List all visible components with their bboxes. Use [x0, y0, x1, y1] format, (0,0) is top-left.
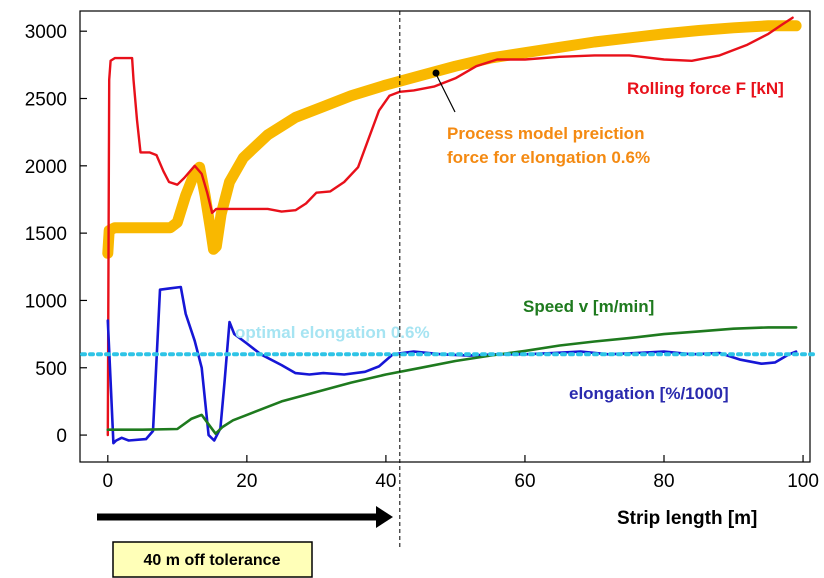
x-tick-label: 0: [103, 471, 114, 492]
model-series-line: [102, 20, 802, 259]
tolerance-box: [112, 541, 313, 578]
y-tick-label: 2000: [25, 157, 67, 178]
y-tick-label: 0: [56, 426, 67, 447]
annotation-dot: [432, 69, 440, 77]
y-tick-label: 3000: [25, 22, 67, 43]
model-label-line1: Process model preiction: [447, 124, 644, 143]
off-tolerance-arrow-head: [376, 506, 393, 528]
x-tick-label: 100: [787, 471, 819, 492]
annotation-pointer: [435, 73, 456, 113]
x-tick-label: 20: [236, 471, 257, 492]
optimal-label: optimal elongation 0.6%: [235, 323, 430, 342]
force-label: Rolling force F [kN]: [627, 79, 784, 98]
elong-series-line: [106, 285, 798, 445]
force-series-line: [106, 16, 794, 437]
speed-label: Speed v [m/min]: [523, 297, 654, 316]
x-axis-label: Strip length [m]: [617, 508, 757, 529]
x-tick-label: 80: [653, 471, 674, 492]
tolerance-box-label: 40 m off tolerance: [144, 552, 281, 569]
x-axis: 0 20 40 60 80 100: [103, 455, 819, 492]
model-label-line2: force for elongation 0.6%: [447, 148, 650, 167]
y-tick-label: 1500: [25, 224, 67, 245]
y-tick-label: 2500: [25, 90, 67, 111]
x-tick-label: 40: [375, 471, 396, 492]
y-axis: 0 500 1000 1500 2000 2500 3000: [25, 22, 87, 447]
elongation-label: elongation [%/1000]: [569, 384, 729, 403]
speed-series-line: [106, 326, 798, 435]
y-tick-label: 500: [35, 359, 67, 380]
series-layer: [102, 16, 802, 445]
plot-frame: [79, 10, 811, 463]
x-tick-label: 60: [514, 471, 535, 492]
y-tick-label: 1000: [25, 291, 67, 312]
